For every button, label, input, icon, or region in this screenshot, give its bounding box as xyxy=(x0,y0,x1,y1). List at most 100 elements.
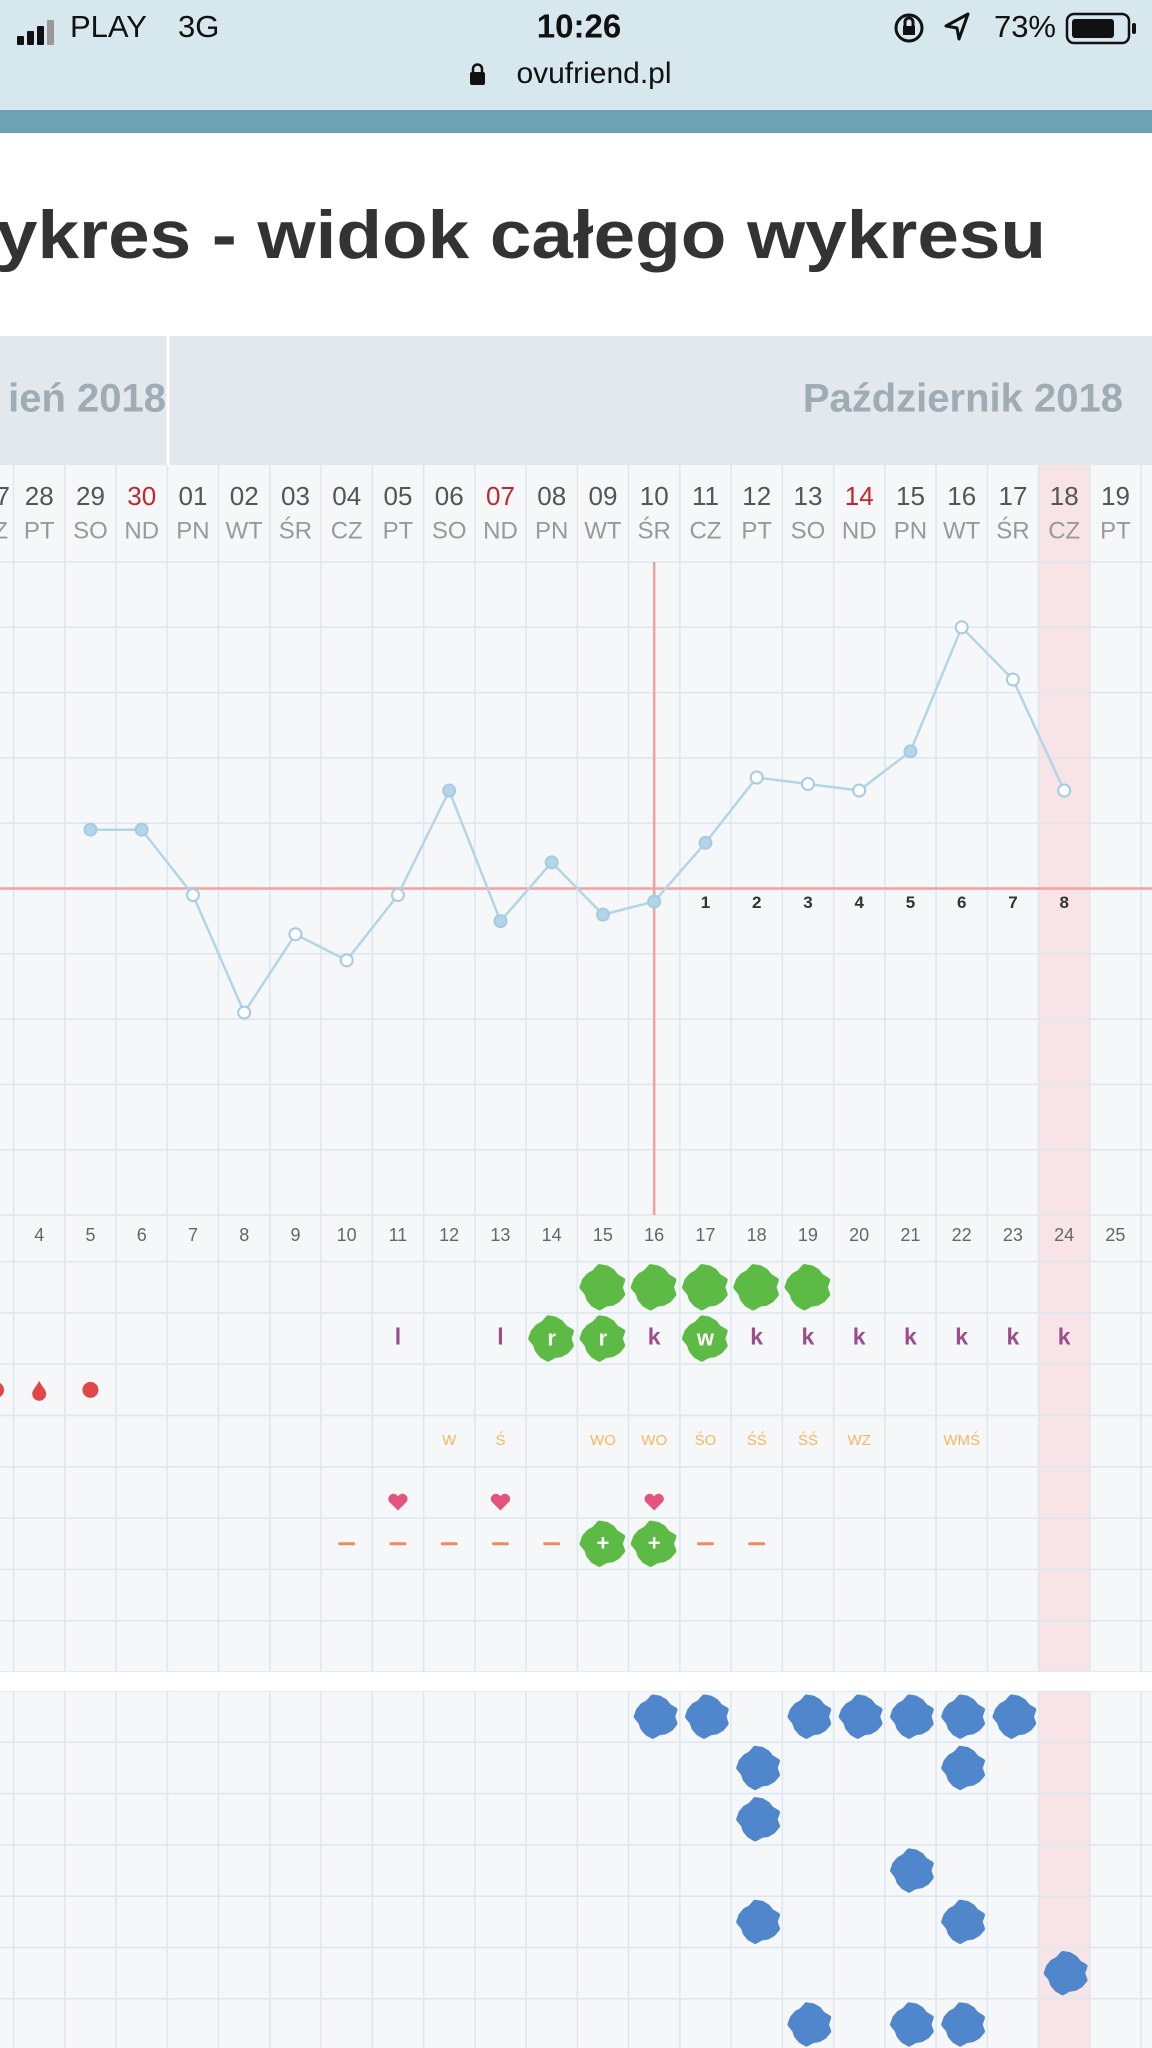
cycle-day: 15 xyxy=(593,1225,613,1245)
temperature-point xyxy=(544,855,559,870)
symptom-letter: k xyxy=(802,1324,815,1350)
symptom-letter: l xyxy=(395,1324,401,1350)
today-column xyxy=(1038,465,1090,2048)
date: 01 xyxy=(178,481,207,511)
weekday: PN xyxy=(176,517,209,544)
blue-marker xyxy=(890,1848,934,1893)
cycle-day: 23 xyxy=(1003,1225,1023,1245)
marker-letter: r xyxy=(547,1325,556,1350)
content: 28PT429SO530ND601PN702WT803ŚR904CZ1005PT… xyxy=(0,481,1152,2047)
carrier: PLAY xyxy=(70,9,147,44)
date: 16 xyxy=(947,481,976,511)
post-ovulation-day: 4 xyxy=(854,893,864,912)
symptom-letter: k xyxy=(955,1324,968,1350)
date: 28 xyxy=(25,481,54,511)
date: 05 xyxy=(383,481,412,511)
battery-icon xyxy=(1065,12,1136,45)
weekday: PT xyxy=(24,517,55,544)
symptom-letter: k xyxy=(1058,1324,1071,1350)
temperature-point xyxy=(288,927,303,942)
mucus-label: W xyxy=(442,1432,457,1449)
weekday: ND xyxy=(124,517,159,544)
mucus-label: WO xyxy=(590,1432,616,1449)
weekday: ND xyxy=(842,517,877,544)
date: 11 xyxy=(692,481,719,511)
cycle-day: 14 xyxy=(542,1225,562,1245)
temperature-point xyxy=(698,835,713,850)
weekday: CZ xyxy=(689,517,721,544)
date: 7 xyxy=(0,481,10,511)
date: 14 xyxy=(845,481,874,511)
temperature-point xyxy=(647,894,662,909)
month-label: ień 2018 xyxy=(8,377,166,421)
title-area xyxy=(0,133,1152,336)
blue-marker xyxy=(736,1899,780,1944)
date: 17 xyxy=(998,481,1027,511)
temperature-point xyxy=(800,777,815,792)
weekday: CZ xyxy=(331,517,363,544)
date: 30 xyxy=(127,481,156,511)
green-marker xyxy=(579,1264,626,1311)
green-marker xyxy=(579,1520,626,1567)
green-marker xyxy=(682,1315,728,1362)
symptom-letter: k xyxy=(904,1324,917,1350)
symptom-letter: l xyxy=(497,1324,503,1350)
symptom-letter: k xyxy=(853,1324,866,1350)
heart xyxy=(388,1493,408,1511)
temperature-line xyxy=(90,625,1066,1016)
cycle-day: 22 xyxy=(952,1225,972,1245)
blue-marker xyxy=(685,1694,729,1739)
date: 19 xyxy=(1101,481,1130,511)
weekday: WT xyxy=(943,517,981,544)
mucus-label: WO xyxy=(641,1432,667,1449)
blue-marker xyxy=(838,1694,883,1739)
cycle-day: 9 xyxy=(290,1225,300,1245)
symptom-letter: k xyxy=(648,1324,661,1350)
grid-area xyxy=(0,465,1152,2048)
date: 03 xyxy=(281,481,310,511)
date: 29 xyxy=(76,481,105,511)
mucus-label: WMŚ xyxy=(943,1431,980,1449)
date: 04 xyxy=(332,481,361,511)
url: ovufriend.pl xyxy=(516,57,671,90)
post-ovulation-day: 5 xyxy=(906,893,915,912)
blue-marker xyxy=(633,1694,678,1739)
mucus-label: ŚŚ xyxy=(747,1431,767,1449)
blue-marker xyxy=(890,2002,934,2047)
weekday: PN xyxy=(535,517,568,544)
battery-percent: 73% xyxy=(994,9,1056,44)
cycle-day: 25 xyxy=(1105,1225,1125,1245)
cut-dot xyxy=(0,1383,4,1397)
blue-marker xyxy=(941,1899,985,1944)
page-title: ykres - widok całego wykresu xyxy=(0,197,1046,273)
blue-marker xyxy=(787,2002,832,2047)
temperature-point xyxy=(134,822,149,837)
post-ovulation-day: 1 xyxy=(701,893,710,912)
post-ovulation-day: 2 xyxy=(752,893,761,912)
date: 07 xyxy=(486,481,515,511)
section-gap xyxy=(0,1672,1152,1691)
post-ovulation-day: 7 xyxy=(1008,893,1017,912)
blue-marker xyxy=(736,1745,780,1791)
temperature-point xyxy=(339,953,354,968)
blue-marker xyxy=(890,1694,934,1739)
blue-marker xyxy=(787,1694,832,1739)
blue-marker xyxy=(1043,1951,1088,1996)
weekday: WT xyxy=(584,517,622,544)
symptom-letter: k xyxy=(750,1324,763,1350)
date: 08 xyxy=(537,481,566,511)
green-marker xyxy=(682,1264,728,1311)
green-marker xyxy=(579,1315,626,1362)
date: 06 xyxy=(435,481,464,511)
weekday: Z xyxy=(0,517,8,544)
mucus-label: ŚŚ xyxy=(798,1431,818,1449)
cycle-day: 17 xyxy=(695,1225,715,1245)
temperature-point xyxy=(83,822,98,837)
weekday: SO xyxy=(432,517,467,544)
blue-marker xyxy=(941,1694,985,1739)
weekday: PT xyxy=(383,517,414,544)
temperature-point xyxy=(954,620,969,635)
blood-dot xyxy=(82,1381,99,1398)
heart xyxy=(644,1493,664,1511)
temperature-point xyxy=(185,888,200,903)
